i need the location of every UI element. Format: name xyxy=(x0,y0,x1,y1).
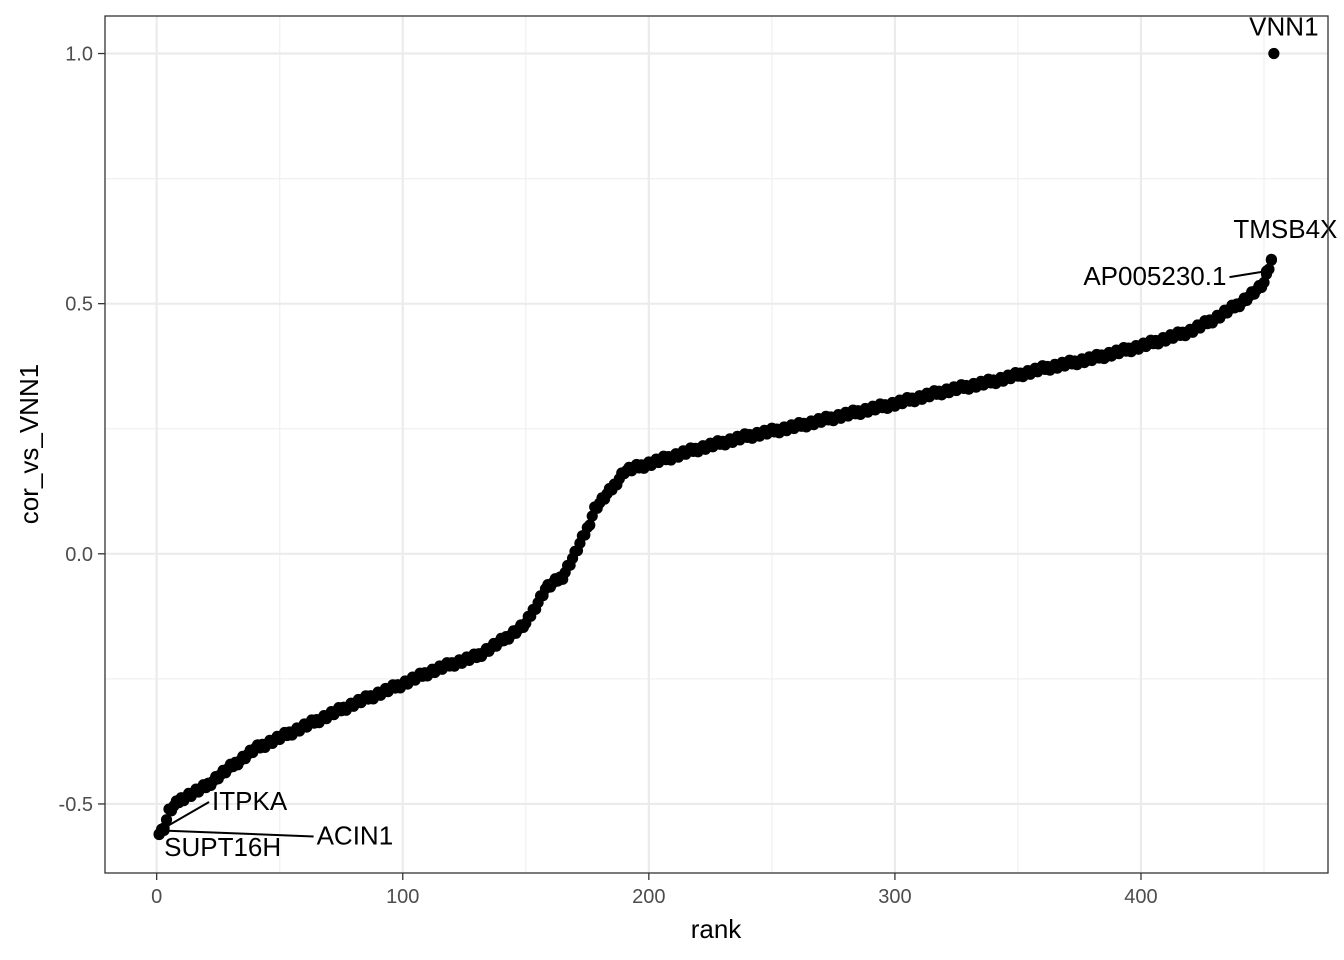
plot-panel-border xyxy=(104,15,1329,874)
x-tick-label: 0 xyxy=(151,886,162,908)
data-point xyxy=(1265,254,1278,266)
point-label: ITPKA xyxy=(212,786,288,816)
data-point xyxy=(1268,47,1280,60)
label-leader-line xyxy=(1229,270,1267,279)
y-axis-title: cor_vs_VNN1 xyxy=(14,364,44,524)
y-tick-label: -0.5 xyxy=(59,794,93,816)
y-axis: -0.5 0.0 0.5 1.0 xyxy=(59,44,105,816)
data-point xyxy=(584,519,596,531)
point-label: SUPT16H xyxy=(164,832,281,862)
grid-lines xyxy=(105,16,1328,873)
x-axis-title: rank xyxy=(691,914,743,944)
point-label: ACIN1 xyxy=(317,820,394,850)
label-leader-line xyxy=(163,801,210,829)
x-tick-label: 200 xyxy=(632,886,665,908)
x-tick-label: 400 xyxy=(1124,886,1157,908)
point-label: AP005230.1 xyxy=(1083,261,1226,291)
x-tick-label: 100 xyxy=(386,886,419,908)
point-label: TMSB4X xyxy=(1233,214,1337,244)
y-tick-label: 1.0 xyxy=(65,44,93,66)
y-tick-label: 0.5 xyxy=(65,294,93,316)
label-leader-line xyxy=(161,829,314,838)
x-axis: 0 100 200 300 400 xyxy=(151,873,1158,908)
x-tick-label: 300 xyxy=(878,886,911,908)
y-tick-label: 0.0 xyxy=(65,544,93,566)
data-points xyxy=(153,47,1280,841)
